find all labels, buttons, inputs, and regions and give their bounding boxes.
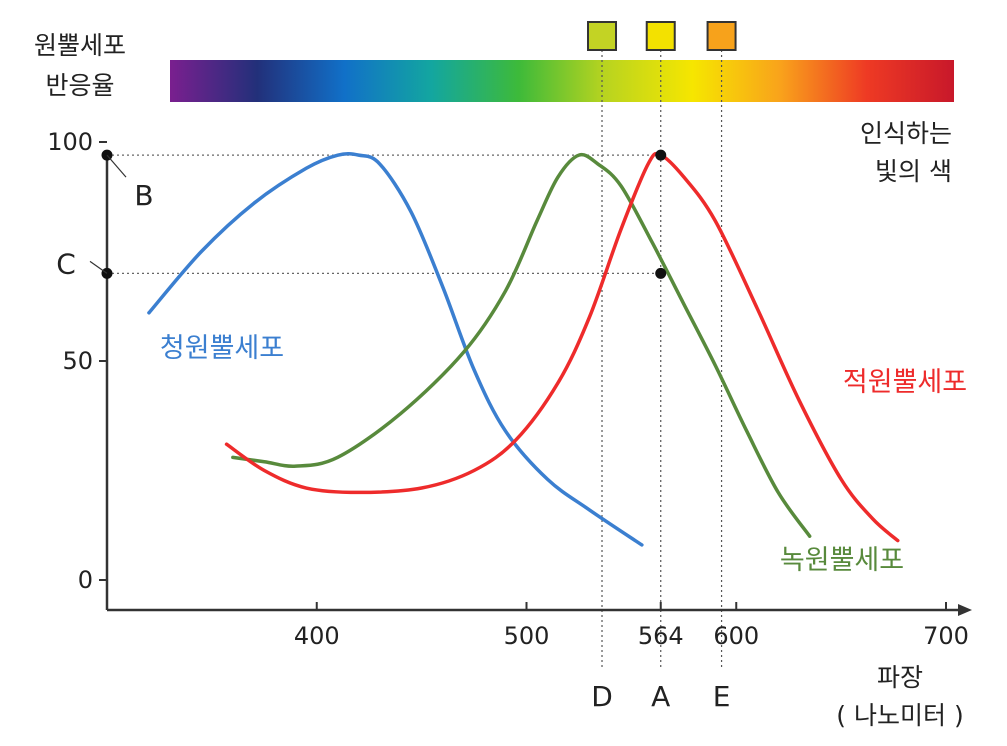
color-swatch-d [587, 21, 618, 51]
x-tick-label: 700 [923, 622, 969, 650]
spectrum-bar [170, 60, 954, 102]
spectrum-label-line2: 빛의 색 [875, 157, 952, 186]
x-axis-title-line2: ( 나노미터 ) [836, 701, 963, 730]
marked-point-2 [655, 149, 667, 161]
annotation-leader-c [89, 260, 108, 274]
color-swatch-a [645, 21, 676, 51]
series-label-2: 적원뿔세포 [843, 367, 967, 398]
annotation-label-b: B [134, 179, 153, 212]
marked-points [101, 149, 667, 279]
x-tick-label: 564 [638, 622, 684, 650]
annotation-label-e: E [713, 680, 731, 713]
guide-lines [107, 21, 737, 670]
marked-point-3 [655, 267, 667, 279]
y-axis-title-line1: 원뿔세포 [34, 31, 126, 60]
x-tick-label: 400 [294, 622, 340, 650]
y-tick-label: 100 [47, 128, 93, 156]
annotation-label-c: C [56, 247, 76, 280]
y-tick-label: 0 [78, 566, 93, 594]
x-tick-label: 500 [504, 622, 550, 650]
series-lines [147, 151, 900, 547]
series-label-0: 청원뿔세포 [160, 333, 284, 364]
x-axis-arrow [958, 604, 972, 616]
x-axis-title-line1: 파장 [877, 663, 923, 692]
y-tick-label: 50 [62, 347, 93, 375]
x-tick-label: 600 [713, 622, 759, 650]
spectrum-label-line1: 인식하는 [860, 119, 952, 148]
series-line-0 [147, 152, 644, 547]
series-line-2 [224, 151, 900, 543]
series-label-1: 녹원뿔세포 [780, 545, 904, 576]
axes: 0 50 100 400 500 564 600 700 [47, 128, 972, 650]
color-swatch-e [706, 21, 737, 51]
annotation-leader-b [106, 154, 127, 178]
y-axis-title-line2: 반응율 [45, 71, 114, 100]
annotation-label-a: A [651, 680, 670, 713]
annotation-label-d: D [591, 680, 613, 713]
series-line-1 [231, 152, 812, 538]
